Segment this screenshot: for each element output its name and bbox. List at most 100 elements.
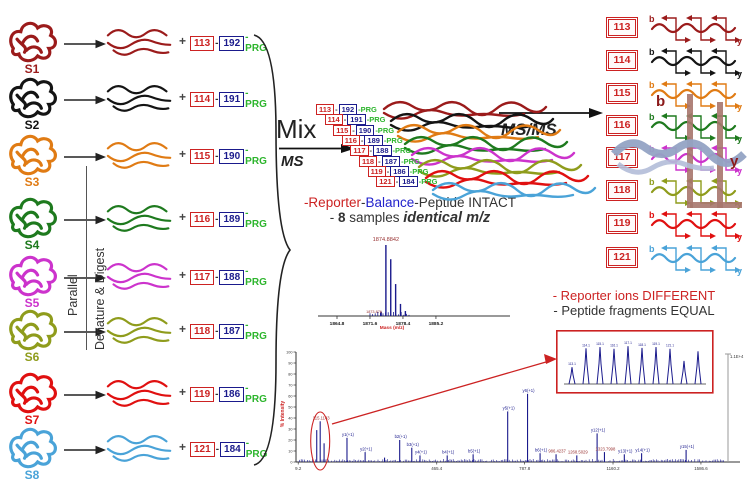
tag-hyphen: - <box>360 135 364 145</box>
reporter-ion-box-115: 115 <box>606 83 638 104</box>
svg-text:465.4: 465.4 <box>431 466 443 471</box>
peptides-squiggle <box>106 380 172 407</box>
cluster-peptide-squiggle <box>389 112 555 132</box>
y-ion-label: y <box>737 166 742 176</box>
digest-arrow <box>64 215 106 225</box>
tag-hyphen: - <box>395 177 399 187</box>
balance-box: 186 <box>219 386 245 402</box>
reporter-box: 118 <box>190 323 215 339</box>
svg-text:119.1: 119.1 <box>652 342 660 346</box>
samples-word: samples <box>345 210 404 225</box>
balance-box: 192 <box>219 35 245 51</box>
itraq-tag: 117-188 -PRG <box>190 266 267 288</box>
fragment-glyph-113: by <box>649 14 742 46</box>
svg-text:115.1143: 115.1143 <box>313 416 331 421</box>
balance-word: Balance <box>365 195 415 210</box>
grouping-brace <box>253 34 292 466</box>
plus-sign: + <box>179 268 187 282</box>
svg-text:986.4237: 986.4237 <box>548 449 566 454</box>
svg-text:117.1: 117.1 <box>624 341 632 345</box>
svg-text:1323.7998: 1323.7998 <box>596 446 616 451</box>
identical-mz: identical m/z <box>403 210 491 226</box>
reporter-ion-box-114: 114 <box>606 50 638 71</box>
tag-hyphen: - <box>378 156 381 166</box>
y-ion-label: y <box>737 69 742 79</box>
peptide-reactive-group-label: -PRG <box>383 135 403 145</box>
sample-label: S4 <box>24 238 40 252</box>
fragment-glyph-119: by <box>649 210 742 242</box>
cluster-peptide-squiggle <box>417 158 583 178</box>
svg-text:60: 60 <box>288 394 292 398</box>
svg-text:1871.6: 1871.6 <box>363 321 378 327</box>
protein-blob <box>9 427 57 469</box>
b-ion-label: b <box>649 80 655 90</box>
peptide-reactive-group-label: -PRG <box>245 320 267 342</box>
intact-mass-spectrum: 1864.8 1871.6 1878.4 1885.2 1874.8842 1873.87… <box>318 237 510 331</box>
reporter-box: 119 <box>190 386 215 402</box>
tag-hyphen: - <box>215 325 219 337</box>
fragment-glyph-121: by <box>649 244 742 276</box>
protein-blob <box>9 309 57 351</box>
plus-sign: + <box>179 34 187 48</box>
sample-row-s5: S5 + 117-188 -PRG <box>4 252 267 310</box>
right-axis-scale-label: 1.1E+4 <box>730 354 744 359</box>
protein-blob <box>9 21 57 63</box>
msms-arrow <box>499 108 603 118</box>
peptide-reactive-group-label: -PRG <box>392 146 412 156</box>
tag-hyphen: - <box>335 105 338 114</box>
big-b-ion-label: b <box>656 93 665 110</box>
digest-arrow <box>64 327 106 337</box>
peptides-squiggle <box>106 85 172 112</box>
svg-text:787.8: 787.8 <box>519 466 531 471</box>
reporter-box: 114 <box>190 91 215 107</box>
process-vertical-label: Parallel Denature & Digest <box>60 160 112 350</box>
cluster-peptide-squiggle <box>382 101 548 120</box>
tag-hyphen: - <box>215 443 220 455</box>
svg-text:1864.8: 1864.8 <box>330 321 345 327</box>
msms-spectrum: 0 10 20 30 40 50 60 70 80 90 100 % Intensity 9.2 465.… <box>280 350 744 471</box>
cluster-peptide-squiggle <box>431 181 597 201</box>
digest-arrow <box>64 445 106 455</box>
digest-arrow <box>64 95 106 105</box>
peptide-equal-annotation: - Peptide fragments EQUAL <box>553 303 715 318</box>
protein-blob <box>9 77 57 119</box>
peptide-intact-word: -Peptide INTACT <box>414 195 517 210</box>
svg-text:y2(+1): y2(+1) <box>360 446 373 451</box>
b-ion-label: b <box>649 14 655 24</box>
dash: - <box>360 195 366 210</box>
gray-peptide-wave <box>611 139 747 167</box>
svg-text:1268.5029: 1268.5029 <box>568 450 588 455</box>
digest-arrow <box>64 152 106 162</box>
balance-box: 184 <box>220 441 245 457</box>
svg-text:b3(+1): b3(+1) <box>407 442 420 447</box>
intact-annotation: -Reporter-Balance-Peptide INTACT <box>298 195 522 210</box>
tag-hyphen: - <box>215 93 219 105</box>
svg-text:9.2: 9.2 <box>295 466 302 471</box>
sample-label: S8 <box>24 468 40 482</box>
y-ion-label: y <box>737 102 742 112</box>
svg-text:b6(+1): b6(+1) <box>535 447 548 452</box>
tag-hyphen: - <box>343 115 347 125</box>
svg-text:b4(+1): b4(+1) <box>442 450 455 455</box>
reporter-word: -Reporter <box>303 195 361 210</box>
y-ion-label: y <box>737 36 742 46</box>
sample-label: S1 <box>24 62 40 76</box>
cluster-peptide-squiggle <box>396 124 562 143</box>
dash2: - <box>329 210 338 225</box>
samples-annotation: - 8 samples identical m/z <box>298 210 522 226</box>
svg-text:y14(+1): y14(+1) <box>635 447 650 452</box>
plus-sign: + <box>179 440 187 454</box>
cluster-tag-121: 121-184 -PRG <box>376 176 437 188</box>
peptide-reactive-group-label: -PRG <box>358 105 377 114</box>
svg-text:1885.2: 1885.2 <box>429 321 444 327</box>
intensity-axis-label: % Intensity <box>280 401 286 428</box>
svg-text:y4(+1): y4(+1) <box>415 450 428 455</box>
itraq-tag: 116-189 -PRG <box>190 208 267 230</box>
b-ion-label: b <box>649 112 655 122</box>
plus-sign: + <box>179 385 187 399</box>
fragment-glyph-115: by <box>649 80 742 112</box>
reporter-box: 115 <box>190 148 215 164</box>
svg-text:100: 100 <box>286 350 292 354</box>
balance-box: 190 <box>219 148 245 164</box>
fragment-glyph-116: by <box>649 112 742 144</box>
